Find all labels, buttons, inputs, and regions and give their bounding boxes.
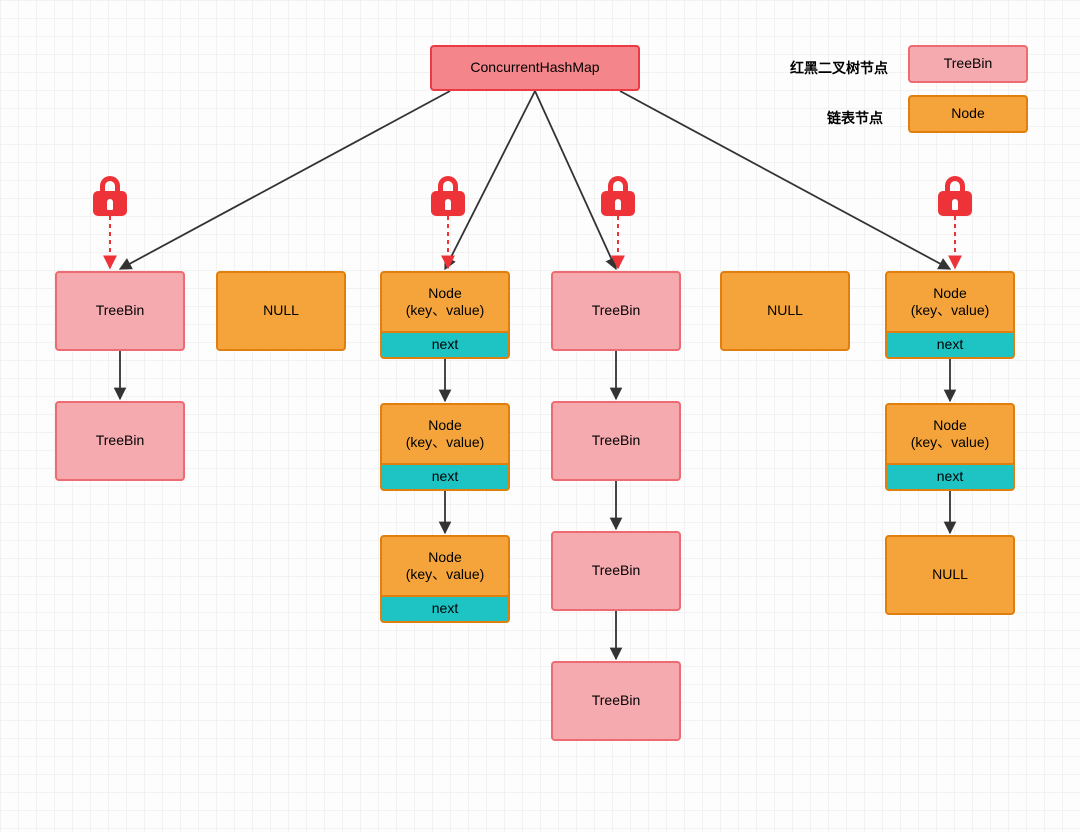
lock-icon	[431, 176, 465, 216]
next-pointer: next	[885, 333, 1015, 359]
linked-node: Node (key、value)	[380, 403, 510, 465]
next-pointer: next	[380, 333, 510, 359]
linked-node: Node (key、value)	[885, 271, 1015, 333]
lock-icon	[93, 176, 127, 216]
treebin-node: TreeBin	[55, 271, 185, 351]
legend-node-label: Node	[951, 105, 984, 123]
legend-treebin-label: TreeBin	[944, 55, 993, 73]
treebin-node: TreeBin	[551, 661, 681, 741]
next-pointer: next	[380, 597, 510, 623]
legend-treebin-box: TreeBin	[908, 45, 1028, 83]
legend-node-box: Node	[908, 95, 1028, 133]
legend-treebin-desc: 红黑二叉树节点	[790, 58, 888, 78]
null-node: NULL	[216, 271, 346, 351]
null-node: NULL	[720, 271, 850, 351]
linked-node: Node (key、value)	[380, 535, 510, 597]
null-node: NULL	[885, 535, 1015, 615]
linked-node: Node (key、value)	[885, 403, 1015, 465]
next-pointer: next	[380, 465, 510, 491]
treebin-node: TreeBin	[551, 401, 681, 481]
next-pointer: next	[885, 465, 1015, 491]
treebin-node: TreeBin	[551, 271, 681, 351]
treebin-node: TreeBin	[55, 401, 185, 481]
lock-icon	[938, 176, 972, 216]
treebin-node: TreeBin	[551, 531, 681, 611]
root-label: ConcurrentHashMap	[470, 59, 599, 77]
lock-icon	[601, 176, 635, 216]
legend-node-desc: 链表节点	[827, 108, 883, 128]
linked-node: Node (key、value)	[380, 271, 510, 333]
root-node: ConcurrentHashMap	[430, 45, 640, 91]
